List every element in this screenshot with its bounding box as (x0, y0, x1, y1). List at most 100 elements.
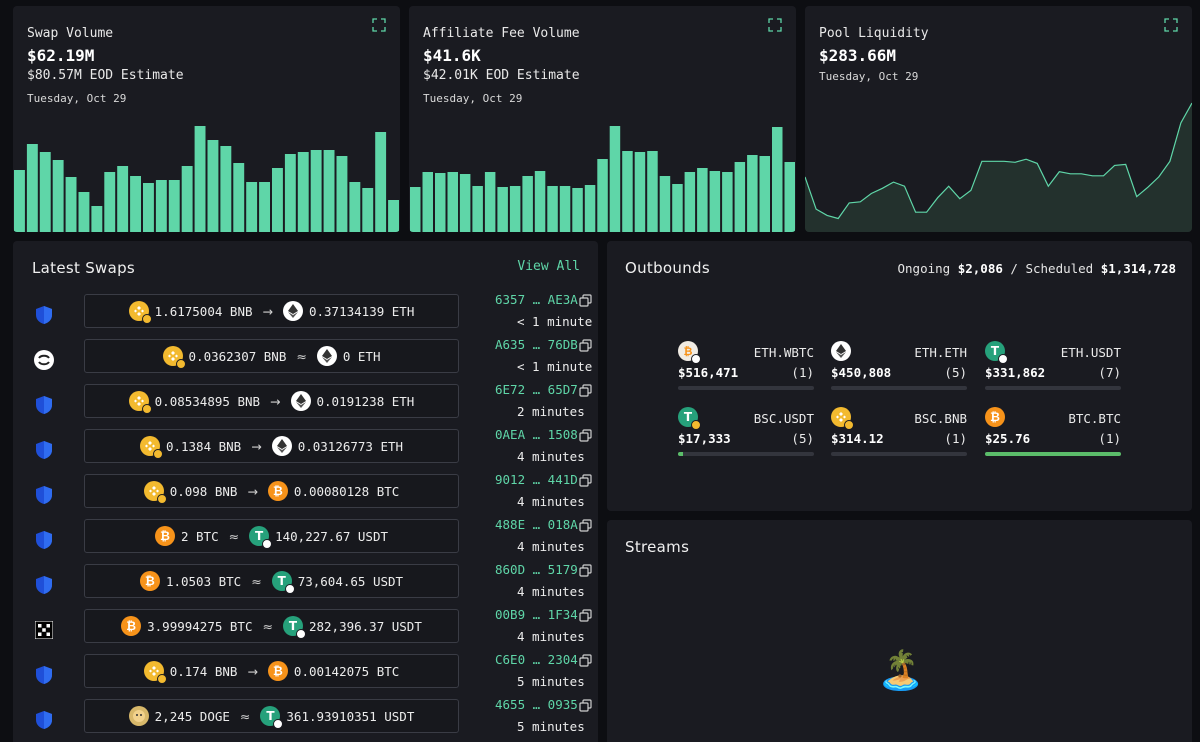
chart-bar[interactable] (772, 127, 783, 232)
chart-bar[interactable] (672, 184, 683, 232)
swap-pill[interactable]: 0.08534895 BNB → 0.0191238 ETH (84, 384, 459, 418)
chart-bar[interactable] (39, 152, 51, 232)
copy-icon[interactable] (579, 339, 592, 352)
tx-id-link[interactable]: A635 … 76DB (495, 337, 578, 352)
chart-bar[interactable] (65, 177, 77, 232)
tx-id-link[interactable]: 00B9 … 1F34 (495, 607, 578, 622)
chart-bar[interactable] (284, 154, 296, 232)
chart-bar[interactable] (246, 182, 258, 232)
chart-bar[interactable] (388, 200, 399, 232)
chart-bar[interactable] (297, 152, 309, 232)
chart-bar[interactable] (497, 187, 508, 232)
chart-bar[interactable] (684, 172, 696, 232)
chart-bar[interactable] (233, 163, 245, 232)
chart-bar[interactable] (547, 186, 558, 232)
tx-id-link[interactable]: 4655 … 0935 (495, 697, 578, 712)
tx-id-link[interactable]: 860D … 5179 (495, 562, 578, 577)
chart-bar[interactable] (734, 162, 746, 232)
expand-icon[interactable] (768, 18, 782, 32)
chart-bar[interactable] (362, 188, 374, 232)
chart-bar[interactable] (194, 126, 206, 232)
chart-bar[interactable] (14, 170, 25, 232)
chart-bar[interactable] (220, 146, 232, 232)
copy-icon[interactable] (579, 654, 592, 667)
chart-bar[interactable] (622, 151, 633, 232)
expand-icon[interactable] (372, 18, 386, 32)
outbound-item[interactable]: ETH.ETH $450,808 (5) (831, 341, 967, 395)
chart-bar[interactable] (447, 172, 459, 232)
chart-bar[interactable] (709, 171, 721, 232)
chart-bar[interactable] (759, 156, 771, 232)
copy-icon[interactable] (579, 564, 592, 577)
chart-bar[interactable] (349, 182, 361, 232)
swap-volume-chart[interactable] (13, 122, 400, 232)
outbound-item[interactable]: ₿ BTC.BTC $25.76 (1) (985, 407, 1121, 461)
chart-bar[interactable] (104, 172, 116, 232)
chart-bar[interactable] (697, 168, 708, 232)
chart-bar[interactable] (91, 206, 103, 232)
copy-icon[interactable] (579, 294, 592, 307)
swap-pill[interactable]: 0.1384 BNB → 0.03126773 ETH (84, 429, 459, 463)
chart-bar[interactable] (534, 171, 546, 232)
tx-id-link[interactable]: 6E72 … 65D7 (495, 382, 578, 397)
copy-icon[interactable] (579, 609, 592, 622)
tx-id-link[interactable]: 6357 … AE3A (495, 292, 578, 307)
chart-bar[interactable] (181, 166, 193, 232)
chart-bar[interactable] (422, 172, 434, 232)
chart-bar[interactable] (634, 152, 646, 232)
chart-bar[interactable] (459, 174, 471, 232)
chart-bar[interactable] (272, 168, 283, 232)
chart-bar[interactable] (722, 172, 733, 232)
pool-liquidity-chart[interactable] (805, 102, 1192, 232)
chart-bar[interactable] (509, 186, 521, 232)
chart-bar[interactable] (323, 150, 335, 232)
chart-bar[interactable] (78, 192, 90, 232)
tx-id-link[interactable]: 9012 … 441D (495, 472, 578, 487)
chart-bar[interactable] (472, 186, 483, 232)
copy-icon[interactable] (579, 474, 592, 487)
chart-bar[interactable] (559, 186, 571, 232)
swap-pill[interactable]: ₿ 3.99994275 BTC ≈ T 282,396.37 USDT (84, 609, 459, 643)
chart-bar[interactable] (597, 159, 608, 232)
swap-pill[interactable]: 2,245 DOGE ≈ T 361.93910351 USDT (84, 699, 459, 733)
chart-bar[interactable] (609, 126, 621, 232)
chart-bar[interactable] (336, 156, 348, 232)
swap-pill[interactable]: 0.0362307 BNB ≈0 ETH (84, 339, 459, 373)
chart-bar[interactable] (572, 188, 583, 232)
chart-bar[interactable] (522, 176, 533, 232)
outbound-item[interactable]: BSC.BNB $314.12 (1) (831, 407, 967, 461)
chart-bar[interactable] (143, 183, 154, 232)
chart-bar[interactable] (52, 160, 64, 232)
affiliate-fee-chart[interactable] (409, 122, 796, 232)
tx-id-link[interactable]: 488E … 018A (495, 517, 578, 532)
chart-bar[interactable] (207, 140, 219, 232)
chart-bar[interactable] (155, 180, 167, 232)
expand-icon[interactable] (1164, 18, 1178, 32)
chart-bar[interactable] (747, 155, 758, 232)
copy-icon[interactable] (579, 429, 592, 442)
outbound-item[interactable]: ₿ ETH.WBTC $516,471 (1) (678, 341, 814, 395)
outbound-item[interactable]: T BSC.USDT $17,333 (5) (678, 407, 814, 461)
swap-pill[interactable]: ₿ 2 BTC ≈ T 140,227.67 USDT (84, 519, 459, 553)
chart-bar[interactable] (659, 176, 671, 232)
chart-bar[interactable] (26, 144, 38, 232)
chart-bar[interactable] (117, 166, 129, 232)
chart-bar[interactable] (435, 173, 446, 232)
copy-icon[interactable] (579, 384, 592, 397)
swap-pill[interactable]: ₿ 1.0503 BTC ≈ T 73,604.65 USDT (84, 564, 459, 598)
chart-bar[interactable] (410, 187, 421, 232)
copy-icon[interactable] (579, 699, 592, 712)
chart-bar[interactable] (484, 172, 496, 232)
tx-id-link[interactable]: 0AEA … 1508 (495, 427, 578, 442)
chart-bar[interactable] (584, 185, 596, 232)
chart-bar[interactable] (375, 132, 387, 232)
chart-bar[interactable] (168, 180, 180, 232)
chart-bar[interactable] (259, 182, 270, 232)
chart-bar[interactable] (130, 176, 141, 232)
chart-bar[interactable] (310, 150, 322, 232)
chart-bar[interactable] (784, 162, 796, 232)
copy-icon[interactable] (579, 519, 592, 532)
outbound-item[interactable]: T ETH.USDT $331,862 (7) (985, 341, 1121, 395)
tx-id-link[interactable]: C6E0 … 2304 (495, 652, 578, 667)
view-all-link[interactable]: View All (517, 259, 580, 274)
